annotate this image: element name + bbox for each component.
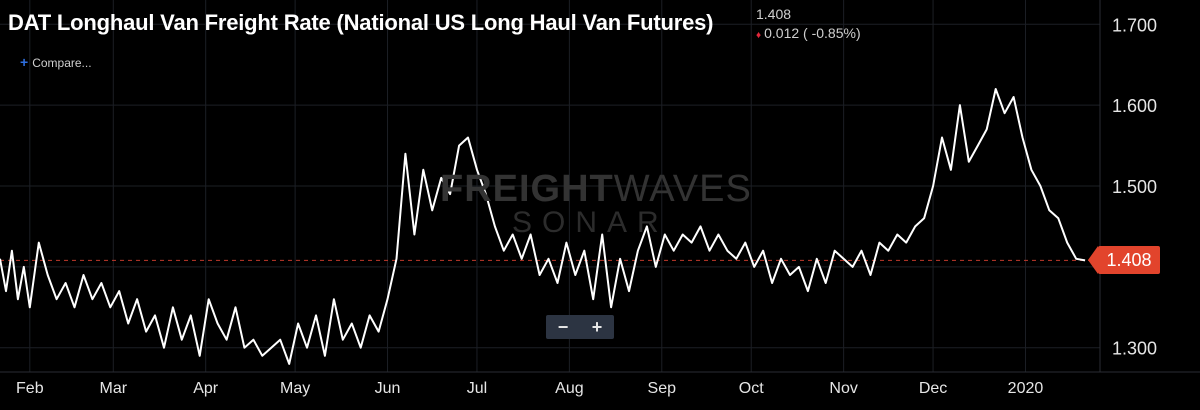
plus-icon: +: [20, 54, 29, 70]
x-tick-label: Oct: [739, 380, 764, 397]
zoom-out-button[interactable]: −: [557, 317, 569, 337]
last-value: 1.408: [756, 6, 792, 22]
y-tick-label: 1.500: [1112, 177, 1157, 197]
x-tick-label: Nov: [829, 380, 857, 397]
watermark-brand: FREIGHTWAVES: [440, 168, 752, 211]
zoom-controls: − +: [546, 315, 614, 339]
x-tick-label: Feb: [16, 380, 44, 397]
chart-title: DAT Longhaul Van Freight Rate (National …: [8, 10, 714, 35]
y-tick-label: 1.300: [1112, 339, 1157, 359]
chart-grid: [0, 0, 1100, 372]
y-tick-label: 1.600: [1112, 96, 1157, 116]
x-tick-label: 2020: [1008, 380, 1044, 397]
x-tick-label: Jul: [467, 380, 487, 397]
down-arrow-icon: ♦: [756, 30, 762, 41]
watermark-brand-thin: WAVES: [613, 168, 752, 210]
price-change-value: 0.012 ( -0.85%): [764, 25, 861, 41]
watermark-brand-bold: FREIGHT: [440, 168, 614, 210]
price-change: ♦ 0.012 ( -0.85%): [756, 25, 861, 41]
current-price-label: 1.408: [1098, 246, 1160, 275]
compare-button[interactable]: + Compare...: [20, 54, 92, 70]
x-tick-label: May: [280, 380, 310, 397]
x-tick-label: Apr: [193, 380, 219, 397]
series-line: [0, 88, 1086, 365]
x-axis: Feb Mar Apr May Jun Jul Aug Sep Oct Nov Dec 2020: [16, 380, 1043, 397]
price-tag-pointer: [1088, 246, 1098, 275]
x-tick-label: Mar: [99, 380, 127, 397]
zoom-in-button[interactable]: +: [591, 317, 603, 337]
x-tick-label: Jun: [375, 380, 401, 397]
x-tick-label: Sep: [648, 380, 677, 397]
compare-label: Compare...: [32, 56, 92, 70]
watermark-product: SONAR: [512, 206, 669, 239]
x-tick-label: Dec: [919, 380, 947, 397]
x-tick-label: Aug: [555, 380, 583, 397]
y-tick-label: 1.700: [1112, 15, 1157, 35]
